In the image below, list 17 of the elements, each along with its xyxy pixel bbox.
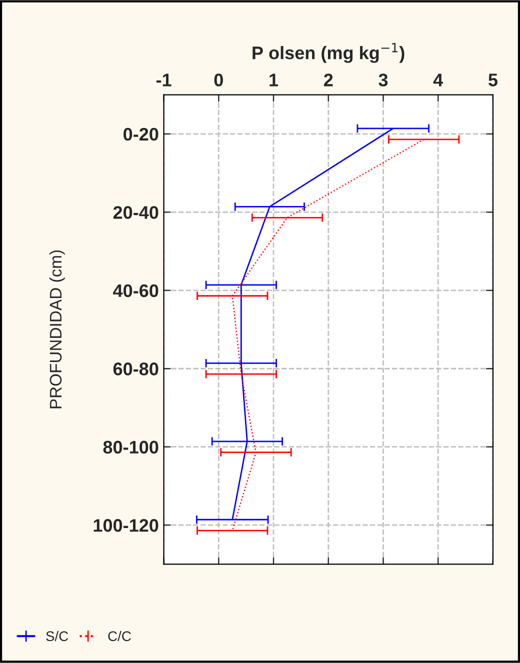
legend-label: S/C (46, 630, 68, 642)
y-axis-title: PROFUNDIDAD (cm) (49, 250, 65, 408)
x-tick-label: 4 (433, 74, 444, 86)
x-tick-label: 3 (378, 74, 388, 86)
y-tick-label: 20-40 (113, 206, 158, 219)
y-tick-label: 40-60 (113, 284, 158, 298)
x-tick-label: 1 (270, 74, 278, 86)
x-tick-label: 2 (324, 74, 333, 86)
y-tick-label: 100-120 (94, 519, 158, 532)
y-tick-label: 0-20 (124, 128, 158, 141)
x-tick-label: 0 (214, 74, 223, 86)
x-tick-label: 5 (488, 74, 498, 86)
legend-label: C/C (108, 630, 131, 642)
x-tick-label: -1 (156, 74, 172, 86)
y-tick-label: 60-80 (113, 362, 158, 376)
y-tick-label: 80-100 (103, 440, 158, 454)
x-axis-title: P olsen (mg kg$^{−1}$) (252, 42, 404, 63)
